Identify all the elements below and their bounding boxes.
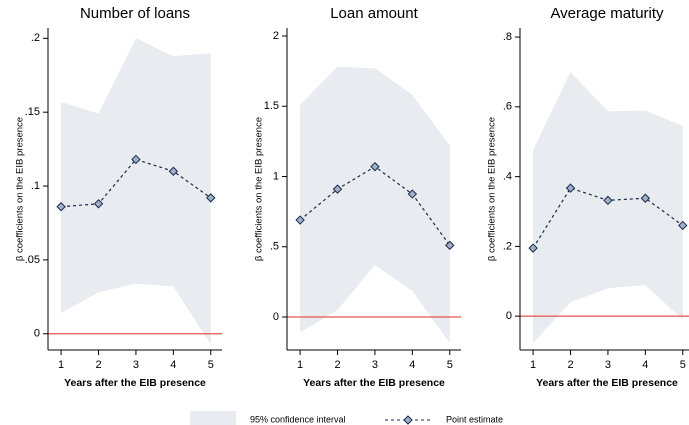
point-estimate-marker <box>93 199 104 209</box>
x-tick-label: 3 <box>133 359 139 371</box>
y-tick-label: 1.5 <box>264 100 279 112</box>
point-estimate-marker <box>131 154 141 165</box>
x-axis-label: Years after the EIB presence <box>64 377 206 389</box>
point-estimate-marker <box>678 220 688 231</box>
x-axis-label: Years after the EIB presence <box>536 377 678 389</box>
point-estimate-marker <box>56 202 66 212</box>
y-tick-label: .2 <box>503 240 512 252</box>
legend-band-swatch <box>190 411 236 425</box>
point-estimate-marker <box>603 195 613 206</box>
y-tick-label: .8 <box>503 31 512 43</box>
x-tick-label: 3 <box>372 359 378 371</box>
legend-marker <box>403 415 413 425</box>
x-tick-label: 2 <box>334 359 340 371</box>
x-tick-label: 2 <box>567 359 573 371</box>
y-tick-label: 0 <box>273 311 279 323</box>
point-estimate-marker <box>295 215 305 225</box>
y-axis-label: β coefficients on the EIB presence <box>15 117 26 261</box>
point-estimate-marker <box>168 166 179 176</box>
x-tick-label: 3 <box>605 359 611 371</box>
legend-label: Point estimate <box>446 414 503 424</box>
panel-title: Average maturity <box>550 5 664 22</box>
point-estimate-marker <box>370 161 380 172</box>
point-estimate-marker <box>445 240 455 251</box>
confidence-band <box>300 66 450 343</box>
y-tick-label: .2 <box>31 32 40 44</box>
x-tick-label: 4 <box>409 359 415 371</box>
x-tick-label: 5 <box>447 359 453 371</box>
x-tick-label: 2 <box>95 359 101 371</box>
point-estimate-line <box>61 158 212 208</box>
y-axis-label: β coefficients on the EIB presence <box>487 117 498 261</box>
point-estimate-marker <box>528 243 538 253</box>
y-tick-label: 1 <box>273 170 279 182</box>
y-tick-label: 0 <box>34 328 40 340</box>
legend-label: 95% confidence interval <box>250 414 346 424</box>
panel-title: Number of loans <box>80 5 190 22</box>
x-tick-label: 1 <box>297 359 303 371</box>
confidence-band <box>61 38 211 345</box>
x-axis-label: Years after the EIB presence <box>303 377 445 389</box>
y-tick-label: .15 <box>25 106 40 118</box>
y-tick-label: .5 <box>270 241 279 253</box>
x-tick-label: 4 <box>642 359 648 371</box>
panel-title: Loan amount <box>330 5 418 22</box>
x-tick-label: 4 <box>170 359 176 371</box>
y-axis-label: β coefficients on the EIB presence <box>254 117 265 261</box>
x-tick-label: 5 <box>208 359 214 371</box>
point-estimate-marker <box>640 193 651 203</box>
y-tick-label: 0 <box>506 310 512 322</box>
x-tick-label: 1 <box>58 359 64 371</box>
point-estimate-marker <box>206 193 216 203</box>
y-tick-label: 2 <box>273 30 279 42</box>
point-estimate-marker <box>332 184 343 194</box>
point-estimate-marker <box>565 183 576 193</box>
y-tick-label: .6 <box>503 101 512 113</box>
x-tick-label: 5 <box>680 359 686 371</box>
y-tick-label: .1 <box>31 180 40 192</box>
x-tick-label: 1 <box>530 359 536 371</box>
y-tick-label: .4 <box>503 171 512 183</box>
y-tick-label: .05 <box>25 254 40 266</box>
point-estimate-marker <box>407 189 418 199</box>
confidence-band <box>533 71 683 344</box>
